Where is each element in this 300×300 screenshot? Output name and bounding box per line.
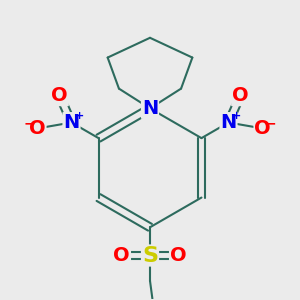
Text: +: + <box>232 111 242 121</box>
Text: −: − <box>265 116 277 130</box>
Text: O: O <box>170 246 187 265</box>
Text: −: − <box>23 116 35 130</box>
Text: O: O <box>29 119 46 138</box>
Text: O: O <box>113 246 130 265</box>
Text: N: N <box>220 113 237 132</box>
Text: N: N <box>63 113 80 132</box>
Text: +: + <box>75 111 84 121</box>
Text: N: N <box>142 99 158 118</box>
Text: S: S <box>142 245 158 266</box>
Text: O: O <box>232 86 249 105</box>
Text: O: O <box>51 86 68 105</box>
Text: O: O <box>254 119 271 138</box>
